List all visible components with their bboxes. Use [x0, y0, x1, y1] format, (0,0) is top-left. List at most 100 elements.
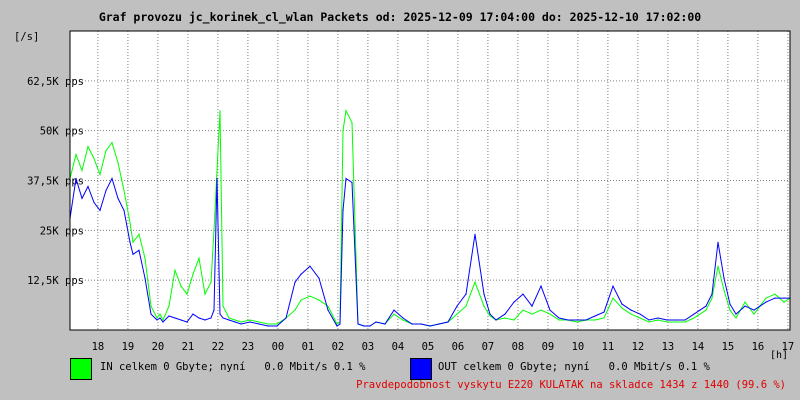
x-tick-label: 02 — [332, 341, 345, 353]
data-point-in — [240, 321, 242, 323]
data-point-out — [357, 323, 359, 325]
data-point-out — [123, 209, 125, 211]
data-point-out — [159, 317, 161, 319]
data-point-out — [219, 313, 221, 315]
data-point-out — [723, 277, 725, 279]
data-point-in — [465, 305, 467, 307]
data-point-out — [657, 317, 659, 319]
data-point-in — [198, 257, 200, 259]
data-point-out — [129, 241, 131, 243]
data-point-out — [711, 293, 713, 295]
data-point-out — [213, 309, 215, 311]
data-point-out — [438, 323, 440, 325]
data-point-out — [345, 177, 347, 180]
data-point-out — [558, 317, 560, 319]
x-tick-label: 18 — [92, 341, 105, 353]
data-point-in — [666, 321, 668, 323]
data-point-in — [513, 319, 515, 321]
data-point-out — [735, 313, 737, 315]
data-point-out — [774, 297, 776, 299]
data-point-out — [489, 313, 491, 315]
data-point-out — [411, 323, 413, 325]
data-point-out — [138, 249, 140, 251]
x-axis-unit: [h] — [770, 350, 789, 361]
data-point-out — [384, 323, 386, 325]
data-point-out — [567, 319, 569, 321]
data-point-in — [765, 297, 767, 299]
data-point-in — [531, 313, 533, 315]
data-point-out — [783, 297, 785, 299]
data-point-in — [402, 319, 404, 321]
data-point-in — [249, 319, 251, 321]
series-line-out — [69, 177, 790, 327]
data-point-out — [105, 189, 107, 192]
data-point-out — [117, 197, 119, 200]
data-point-in — [489, 315, 491, 317]
data-point-in — [156, 317, 158, 319]
data-point-out — [393, 309, 395, 311]
data-point-out — [75, 177, 77, 180]
x-tick-label: 21 — [182, 341, 195, 353]
data-point-in — [783, 301, 785, 303]
data-point-out — [483, 293, 485, 295]
data-point-out — [285, 317, 287, 319]
data-point-in — [753, 313, 755, 315]
data-point-out — [192, 313, 194, 315]
data-point-in — [105, 150, 107, 152]
x-tick-label: 22 — [212, 341, 225, 353]
data-point-out — [456, 305, 458, 307]
data-point-out — [531, 305, 533, 307]
legend-in-swatch — [70, 358, 92, 380]
data-point-out — [198, 317, 200, 319]
data-point-in — [474, 281, 476, 283]
data-point-out — [156, 319, 158, 321]
data-point-out — [513, 301, 515, 303]
x-tick-label: 13 — [662, 341, 675, 353]
data-point-in — [162, 319, 164, 321]
x-tick-label: 19 — [122, 341, 135, 353]
data-point-out — [318, 277, 320, 279]
x-tick-label: 17 — [782, 341, 795, 353]
data-point-out — [336, 325, 338, 327]
data-point-in — [558, 319, 560, 321]
legend-out-swatch — [410, 358, 432, 380]
data-point-in — [342, 130, 344, 132]
y-tick-label: 12,5K pps — [27, 275, 84, 287]
data-point-in — [111, 142, 113, 144]
data-point-out — [603, 311, 605, 313]
data-point-in — [594, 319, 596, 321]
x-tick-label: 11 — [602, 341, 615, 353]
data-point-out — [684, 319, 686, 321]
data-point-in — [648, 321, 650, 323]
data-point-out — [168, 315, 170, 317]
data-point-out — [540, 285, 542, 287]
data-point-out — [222, 317, 224, 319]
data-point-in — [744, 301, 746, 303]
data-point-in — [723, 289, 725, 291]
data-point-out — [495, 319, 497, 321]
data-point-in — [294, 309, 296, 311]
data-point-out — [666, 319, 668, 321]
x-tick-label: 12 — [632, 341, 645, 353]
x-tick-label: 16 — [752, 341, 765, 353]
data-point-in — [549, 313, 551, 315]
data-point-in — [603, 317, 605, 319]
footer-probability-text: Pravdepodobnost vyskytu E220 KULATAK na … — [356, 379, 786, 391]
data-point-out — [228, 319, 230, 321]
data-point-out — [339, 323, 341, 325]
data-point-out — [351, 181, 353, 184]
x-tick-label: 20 — [152, 341, 165, 353]
data-point-in — [186, 293, 188, 295]
data-point-in — [483, 305, 485, 307]
x-tick-label: 01 — [302, 341, 315, 353]
y-axis-unit: [/s] — [14, 31, 40, 43]
data-point-in — [711, 297, 713, 299]
x-tick-label: 00 — [272, 341, 285, 353]
data-point-out — [585, 319, 587, 321]
data-point-in — [735, 317, 737, 319]
data-point-out — [630, 309, 632, 311]
data-point-in — [684, 321, 686, 323]
data-point-out — [744, 305, 746, 307]
data-point-in — [717, 265, 719, 267]
